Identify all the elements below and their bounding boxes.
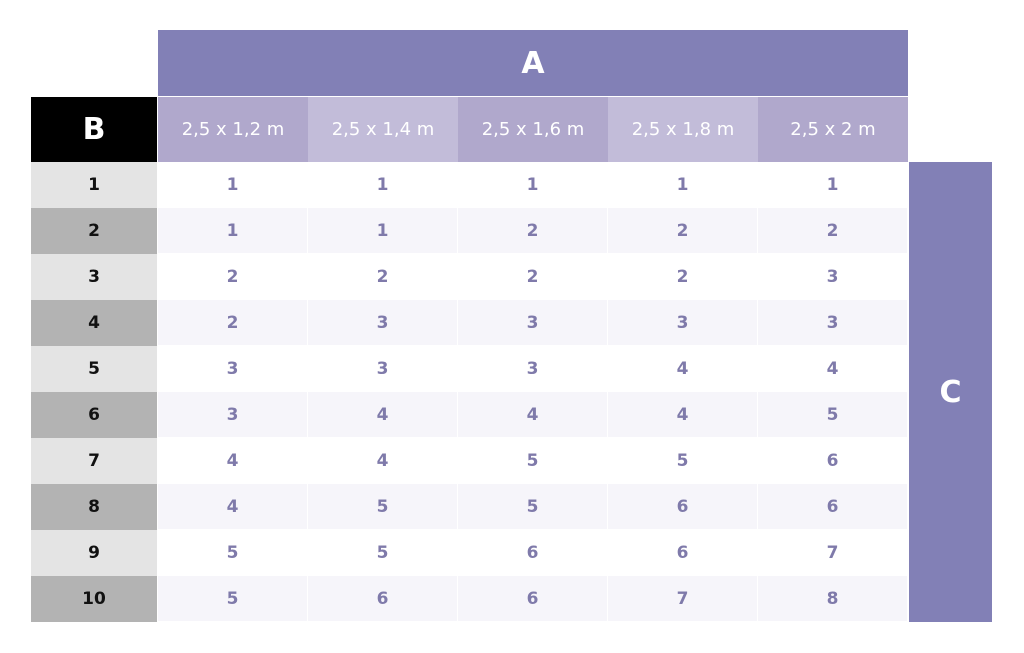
table-cell: 3 — [758, 254, 907, 299]
table-cell: 6 — [608, 484, 757, 529]
table-cell: 1 — [158, 162, 307, 207]
row-label: 1 — [31, 162, 157, 208]
row-label: 6 — [31, 392, 157, 438]
table-cell: 1 — [758, 162, 907, 207]
table-cell: 8 — [758, 576, 907, 621]
table-cell: 5 — [458, 438, 607, 483]
column-header: 2,5 x 2 m — [758, 97, 908, 162]
table-cell: 5 — [158, 530, 307, 575]
table-cell: 1 — [158, 208, 307, 253]
column-header: 2,5 x 1,4 m — [308, 97, 458, 162]
table-cell: 5 — [758, 392, 907, 437]
row-label: 4 — [31, 300, 157, 346]
column-header: 2,5 x 1,2 m — [158, 97, 308, 162]
row-label: 10 — [31, 576, 157, 622]
row-label: 2 — [31, 208, 157, 254]
table-cell: 1 — [458, 162, 607, 207]
table-cell: 4 — [308, 392, 457, 437]
table-cell: 5 — [308, 530, 457, 575]
table-cell: 5 — [308, 484, 457, 529]
row-label: 7 — [31, 438, 157, 484]
table-cell: 6 — [458, 576, 607, 621]
row-label: 8 — [31, 484, 157, 530]
header-b: B — [31, 97, 157, 162]
row-label: 3 — [31, 254, 157, 300]
table-cell: 2 — [608, 254, 757, 299]
column-header: 2,5 x 1,6 m — [458, 97, 608, 162]
table-cell: 6 — [458, 530, 607, 575]
table-cell: 5 — [158, 576, 307, 621]
table-cell: 2 — [158, 254, 307, 299]
table-cell: 6 — [758, 484, 907, 529]
table-cell: 6 — [608, 530, 757, 575]
table-cell: 4 — [608, 346, 757, 391]
table-cell: 4 — [458, 392, 607, 437]
table-cell: 5 — [608, 438, 757, 483]
table-cell: 3 — [458, 300, 607, 345]
table-cell: 6 — [758, 438, 907, 483]
table-cell: 3 — [458, 346, 607, 391]
table-cell: 6 — [308, 576, 457, 621]
table-cell: 7 — [758, 530, 907, 575]
table-cell: 3 — [158, 392, 307, 437]
table-cell: 2 — [458, 254, 607, 299]
table-cell: 2 — [158, 300, 307, 345]
table-cell: 4 — [158, 484, 307, 529]
table-cell: 2 — [608, 208, 757, 253]
table-cell: 1 — [608, 162, 757, 207]
table-cell: 3 — [308, 346, 457, 391]
row-label: 5 — [31, 346, 157, 392]
table-cell: 7 — [608, 576, 757, 621]
table-cell: 3 — [158, 346, 307, 391]
table-cell: 2 — [758, 208, 907, 253]
table-cell: 4 — [308, 438, 457, 483]
table-cell: 2 — [458, 208, 607, 253]
table-cell: 4 — [758, 346, 907, 391]
table-cell: 3 — [758, 300, 907, 345]
header-a: A — [158, 30, 908, 96]
column-header: 2,5 x 1,8 m — [608, 97, 758, 162]
header-c: C — [909, 162, 992, 622]
table-cell: 3 — [608, 300, 757, 345]
table-cell: 5 — [458, 484, 607, 529]
table-cell: 1 — [308, 208, 457, 253]
table-cell: 3 — [308, 300, 457, 345]
row-label: 9 — [31, 530, 157, 576]
table-cell: 4 — [608, 392, 757, 437]
table-cell: 4 — [158, 438, 307, 483]
table-cell: 2 — [308, 254, 457, 299]
table-cell: 1 — [308, 162, 457, 207]
